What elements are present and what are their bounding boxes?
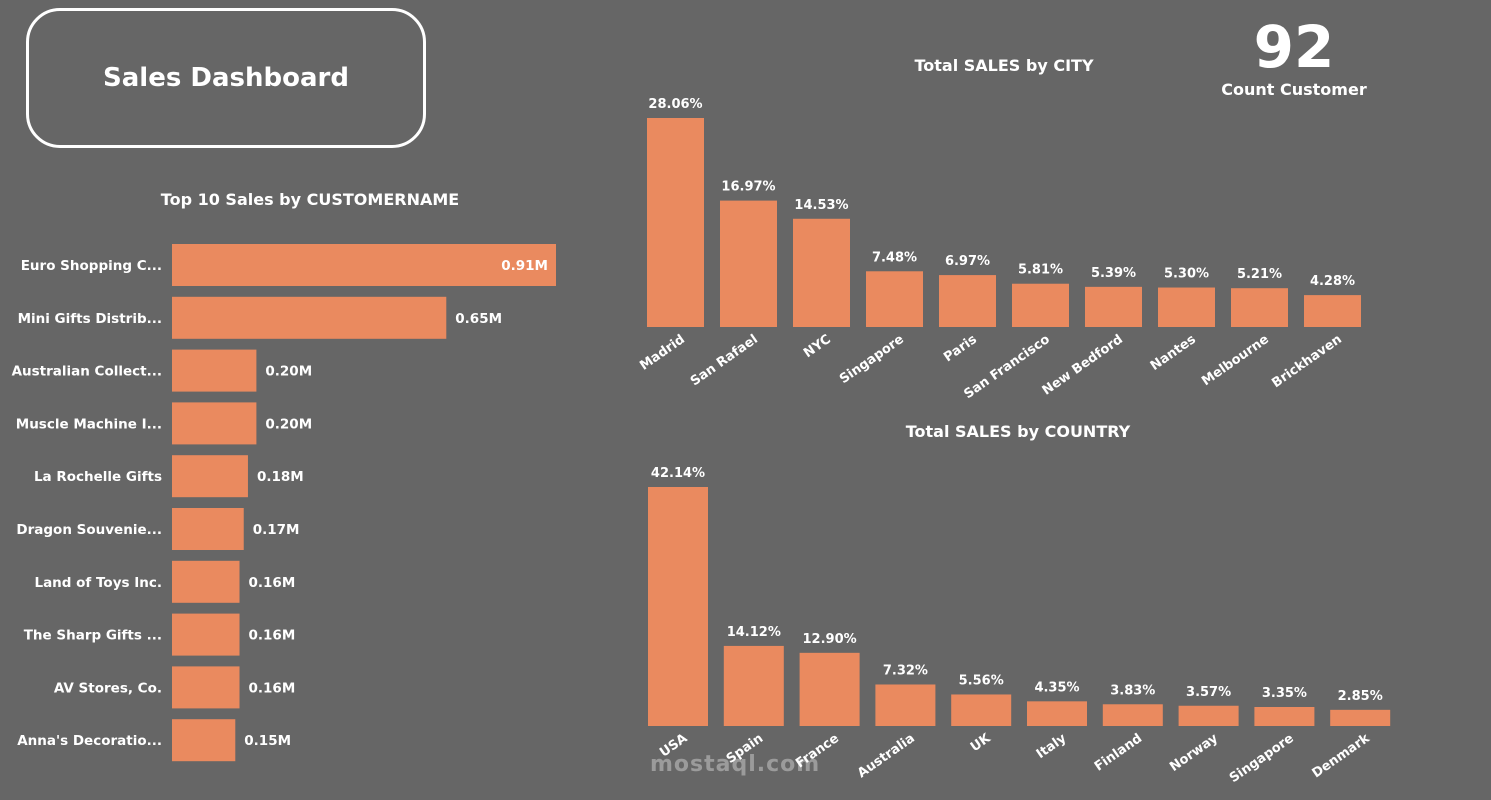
- country-value-label: 5.56%: [959, 673, 1004, 688]
- customer-value-label: 0.16M: [249, 680, 296, 696]
- city-category-label: Brickhaven: [1269, 332, 1345, 391]
- customer-category-label: The Sharp Gifts ...: [24, 628, 162, 644]
- customer-bar: [172, 455, 248, 498]
- country-bar: [723, 645, 784, 726]
- country-value-label: 7.32%: [883, 663, 928, 678]
- country-value-label: 2.85%: [1338, 689, 1383, 704]
- city-value-label: 4.28%: [1310, 274, 1355, 289]
- customer-value-label: 0.16M: [249, 575, 296, 591]
- city-bar: [866, 271, 923, 327]
- customer-category-label: Australian Collect...: [12, 364, 162, 380]
- country-value-label: 3.57%: [1186, 685, 1231, 700]
- customer-category-label: AV Stores, Co.: [54, 680, 162, 696]
- customer-bar: [172, 402, 257, 445]
- city-bar: [1158, 287, 1215, 327]
- city-category-label: Singapore: [837, 332, 907, 387]
- city-bar: [1012, 283, 1069, 327]
- customer-category-label: La Rochelle Gifts: [34, 469, 162, 485]
- city-value-label: 5.39%: [1091, 266, 1136, 281]
- kpi-label: Count Customer: [1221, 80, 1367, 99]
- country-category-label: Denmark: [1310, 731, 1373, 781]
- customer-category-label: Euro Shopping C...: [21, 258, 162, 274]
- city-value-label: 5.30%: [1164, 267, 1209, 282]
- city-bar: [647, 118, 704, 327]
- country-chart-title: Total SALES by COUNTRY: [906, 422, 1131, 441]
- city-bar: [1231, 288, 1288, 327]
- city-value-label: 5.21%: [1237, 267, 1282, 282]
- customer-value-label: 0.20M: [265, 364, 312, 380]
- country-category-label: Australia: [855, 731, 918, 781]
- city-bar: [720, 200, 777, 327]
- country-category-label: UK: [968, 730, 994, 755]
- city-bar: [1304, 295, 1361, 327]
- country-value-label: 3.35%: [1262, 686, 1307, 701]
- customer-bar: [172, 719, 236, 762]
- city-category-label: San Rafael: [688, 332, 761, 389]
- kpi-value: 92: [1253, 13, 1335, 81]
- city-category-label: NYC: [801, 332, 834, 361]
- city-value-label: 16.97%: [721, 180, 775, 195]
- country-value-label: 4.35%: [1034, 680, 1079, 695]
- customer-bar: [172, 666, 240, 709]
- country-bar: [799, 652, 860, 726]
- customer-value-label: 0.20M: [265, 416, 312, 432]
- country-category-label: Finland: [1092, 731, 1145, 774]
- city-value-label: 7.48%: [872, 250, 917, 265]
- country-value-label: 12.90%: [803, 632, 857, 647]
- country-value-label: 3.83%: [1110, 683, 1155, 698]
- customer-bar: [172, 508, 244, 550]
- city-category-label: Nantes: [1148, 332, 1199, 374]
- city-category-label: Paris: [941, 332, 980, 365]
- customer-value-label: 0.16M: [249, 628, 296, 644]
- city-value-label: 28.06%: [648, 97, 702, 112]
- city-category-label: Madrid: [637, 332, 688, 374]
- dashboard-title-box: Sales Dashboard: [26, 8, 426, 148]
- customer-category-label: Mini Gifts Distrib...: [18, 311, 162, 327]
- city-bar: [939, 275, 996, 327]
- kpi-card: 92 Count Customer: [1214, 14, 1374, 99]
- customer-bar: [172, 560, 240, 603]
- customer-bar: [172, 296, 447, 339]
- country-category-label: Norway: [1167, 731, 1221, 775]
- country-value-label: 14.12%: [727, 625, 781, 640]
- customer-value-label: 0.65M: [455, 311, 502, 327]
- country-bar: [1102, 704, 1163, 726]
- customer-category-label: Anna's Decoratio...: [17, 733, 162, 749]
- country-bar: [1254, 707, 1315, 726]
- city-chart-title: Total SALES by CITY: [914, 56, 1093, 75]
- customer-category-label: Dragon Souvenie...: [16, 522, 162, 538]
- city-value-label: 14.53%: [794, 198, 848, 213]
- city-category-label: New Bedford: [1040, 332, 1126, 399]
- customer-category-label: Land of Toys Inc.: [34, 575, 162, 591]
- dashboard-title: Sales Dashboard: [103, 63, 349, 93]
- city-bar: [1085, 286, 1142, 327]
- country-category-label: Singapore: [1227, 731, 1297, 786]
- city-value-label: 5.81%: [1018, 263, 1063, 278]
- country-value-label: 42.14%: [651, 466, 705, 481]
- customer-bar: [172, 244, 556, 286]
- customer-chart-title: Top 10 Sales by CUSTOMERNAME: [161, 190, 459, 209]
- country-bar: [951, 694, 1012, 726]
- customer-value-label: 0.15M: [244, 733, 291, 749]
- city-bar: [793, 218, 850, 327]
- country-bar: [1178, 705, 1239, 726]
- customer-bar: [172, 613, 240, 656]
- country-bar: [875, 684, 936, 726]
- customer-value-label: 0.17M: [253, 522, 300, 538]
- country-bar: [648, 487, 708, 726]
- country-bar: [1027, 701, 1087, 726]
- customer-category-label: Muscle Machine I...: [16, 416, 162, 432]
- city-value-label: 6.97%: [945, 254, 990, 269]
- customer-value-label: 0.91M: [501, 258, 548, 274]
- country-bar: [1330, 709, 1391, 726]
- city-category-label: Melbourne: [1199, 332, 1272, 389]
- customer-bar: [172, 349, 257, 392]
- country-category-label: Italy: [1034, 731, 1070, 762]
- watermark-text: mostaql.com: [650, 752, 821, 777]
- customer-value-label: 0.18M: [257, 469, 304, 485]
